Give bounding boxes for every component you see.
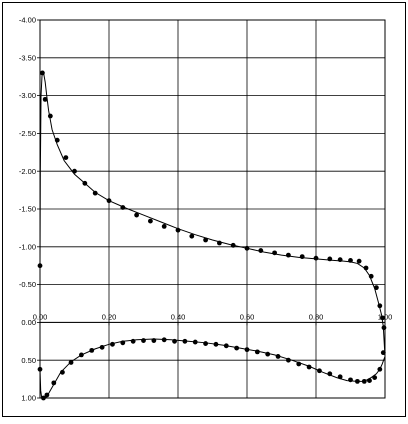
series-1-point: [110, 341, 115, 347]
series-0-point: [63, 155, 69, 160]
series-1-point: [172, 338, 177, 344]
series-0-point: [189, 233, 195, 239]
series-1-point: [41, 395, 46, 401]
series-1-point: [141, 338, 146, 343]
y-tick-label: 1.00: [21, 394, 36, 403]
series-0-point: [72, 168, 77, 174]
series-0-point: [37, 263, 43, 269]
y-tick-label: -4.00: [19, 16, 36, 25]
series-0-point: [381, 325, 387, 331]
series-1-point: [182, 338, 188, 344]
x-tick-label: 0.40: [171, 312, 186, 321]
series-0-point: [380, 315, 385, 321]
series-1-point: [317, 368, 322, 374]
series-1-point: [377, 366, 383, 372]
series-0-point: [356, 258, 362, 264]
series-1-point: [161, 337, 167, 343]
series-1-point: [192, 339, 198, 345]
series-1-point: [223, 343, 229, 349]
series-1-point: [51, 380, 57, 386]
series-0-point: [377, 303, 383, 309]
series-0-point: [313, 255, 319, 261]
series-1-point: [380, 350, 386, 356]
y-tick-label: -2.50: [19, 129, 36, 138]
series-1-point: [37, 366, 43, 372]
series-0-point: [348, 258, 353, 263]
series-0-point: [327, 256, 333, 262]
series-1-point: [372, 375, 378, 380]
y-tick-label: 0.00: [21, 318, 36, 327]
series-0-point: [230, 242, 236, 248]
series-1-point: [275, 354, 281, 359]
series-0-point: [299, 254, 305, 260]
series-0-point: [134, 212, 140, 218]
series-0-point: [368, 273, 374, 279]
series-0-point: [47, 113, 53, 119]
series-0-point: [106, 198, 112, 204]
series-1-point: [355, 378, 360, 384]
outer-border: [2, 2, 406, 417]
y-tick-label: 0.50: [21, 356, 36, 365]
series-1-point: [361, 378, 367, 384]
y-tick-label: -1.50: [19, 205, 36, 214]
series-1-point: [234, 345, 240, 351]
series-1-point: [203, 341, 209, 346]
series-0-point: [363, 265, 369, 271]
series-1-point: [286, 357, 291, 363]
series-0-point: [244, 245, 250, 251]
series-1-point: [306, 364, 312, 370]
series-1-point: [327, 371, 333, 377]
series-1-point: [296, 361, 302, 367]
series-1-point: [68, 360, 74, 365]
series-1-point: [254, 349, 260, 355]
series-1-point: [213, 341, 219, 347]
series-1-point: [99, 344, 105, 350]
series-1-point: [265, 351, 271, 357]
series-0-point: [54, 137, 60, 143]
series-1-point: [337, 374, 343, 380]
series-0-point: [120, 205, 126, 210]
x-tick-label: 0.00: [33, 312, 48, 321]
y-tick-label: -3.50: [19, 53, 36, 62]
y-tick-label: -3.00: [19, 91, 36, 100]
series-0-point: [92, 190, 98, 196]
y-tick-labels: -4.00 -3.50 -3.00 -2.50 -2.00 -1.50 -1.00 -0.50…: [19, 16, 36, 403]
series-0-point: [148, 218, 153, 224]
y-tick-label: -1.00: [19, 242, 36, 251]
series-0-point: [286, 252, 291, 258]
series-0-point: [42, 96, 48, 102]
series-0-point: [161, 223, 167, 229]
series-1-point: [44, 392, 50, 398]
zero-axis: [39, 321, 386, 326]
series-1-point: [348, 377, 353, 383]
series-1-point: [130, 338, 136, 344]
series-0-point: [337, 257, 343, 263]
series-1-point: [60, 369, 65, 375]
series-0-point: [258, 248, 264, 253]
series-layer: [37, 70, 387, 401]
series-0-point: [203, 237, 209, 243]
x-tick-label: 1.00: [378, 312, 393, 321]
series-1-point: [244, 347, 250, 353]
y-tick-label: -2.00: [19, 167, 36, 176]
series-0-point: [272, 250, 277, 256]
x-tick-label: 0.20: [102, 312, 117, 321]
series-1-point: [89, 347, 95, 353]
series-0-point: [40, 70, 45, 76]
series-1-point: [120, 340, 126, 346]
x-tick-label: 0.80: [309, 312, 324, 321]
series-1-point: [79, 352, 84, 358]
x-tick-label: 0.60: [240, 312, 255, 321]
series-0-point: [373, 285, 379, 291]
y-tick-label: -0.50: [19, 280, 36, 289]
series-0-point: [217, 240, 222, 246]
series-0-point: [175, 227, 181, 233]
series-1-point: [151, 338, 157, 343]
series-1-point: [367, 378, 372, 384]
x-tick-labels: 0.00 0.20 0.40 0.60 0.80 1.00: [33, 312, 393, 321]
series-0-point: [82, 180, 88, 186]
